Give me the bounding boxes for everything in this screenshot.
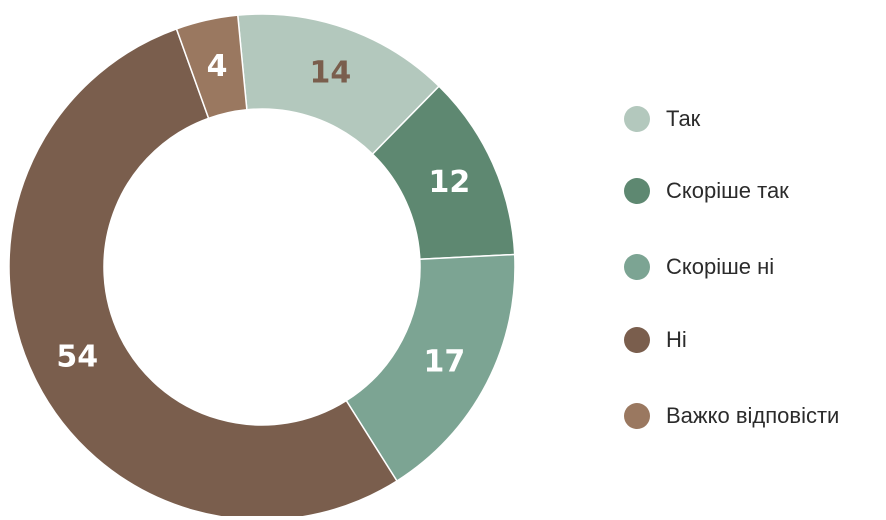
donut-slice-ni [8, 27, 398, 520]
legend-label-tak: Так [666, 106, 701, 131]
donut-slice-vazhko-vidpovisty [175, 14, 248, 120]
data-label-vazhko-vidpovisty: 4 [207, 49, 228, 84]
legend-label-ni: Ні [666, 327, 687, 352]
legend-item-vazhko-vidpovisty: Важко відповісти [624, 399, 839, 433]
legend-swatch-ni [624, 327, 650, 353]
legend-item-tak: Так [624, 102, 700, 136]
data-label-skorishe-tak: 12 [429, 165, 471, 200]
data-label-skorishe-ni: 17 [423, 344, 465, 379]
data-label-tak: 14 [310, 56, 352, 91]
legend-label-vazhko-vidpovisty: Важко відповісти [666, 403, 840, 428]
data-label-ni: 54 [56, 340, 98, 375]
legend-swatch-vazhko-vidpovisty [624, 403, 650, 429]
legend-swatch-skorishe-ni [624, 254, 650, 280]
legend-label-skorishe-tak: Скоріше так [666, 178, 789, 203]
legend-swatch-tak [624, 106, 650, 132]
legend-label-skorishe-ni: Скоріше ні [666, 254, 775, 279]
legend-swatch-skorishe-tak [624, 178, 650, 204]
legend-item-skorishe-tak: Скоріше так [624, 174, 789, 208]
legend-item-ni: Ні [624, 323, 687, 357]
donut-slice-skorishe-ni [345, 253, 516, 483]
legend-item-skorishe-ni: Скоріше ні [624, 250, 774, 284]
